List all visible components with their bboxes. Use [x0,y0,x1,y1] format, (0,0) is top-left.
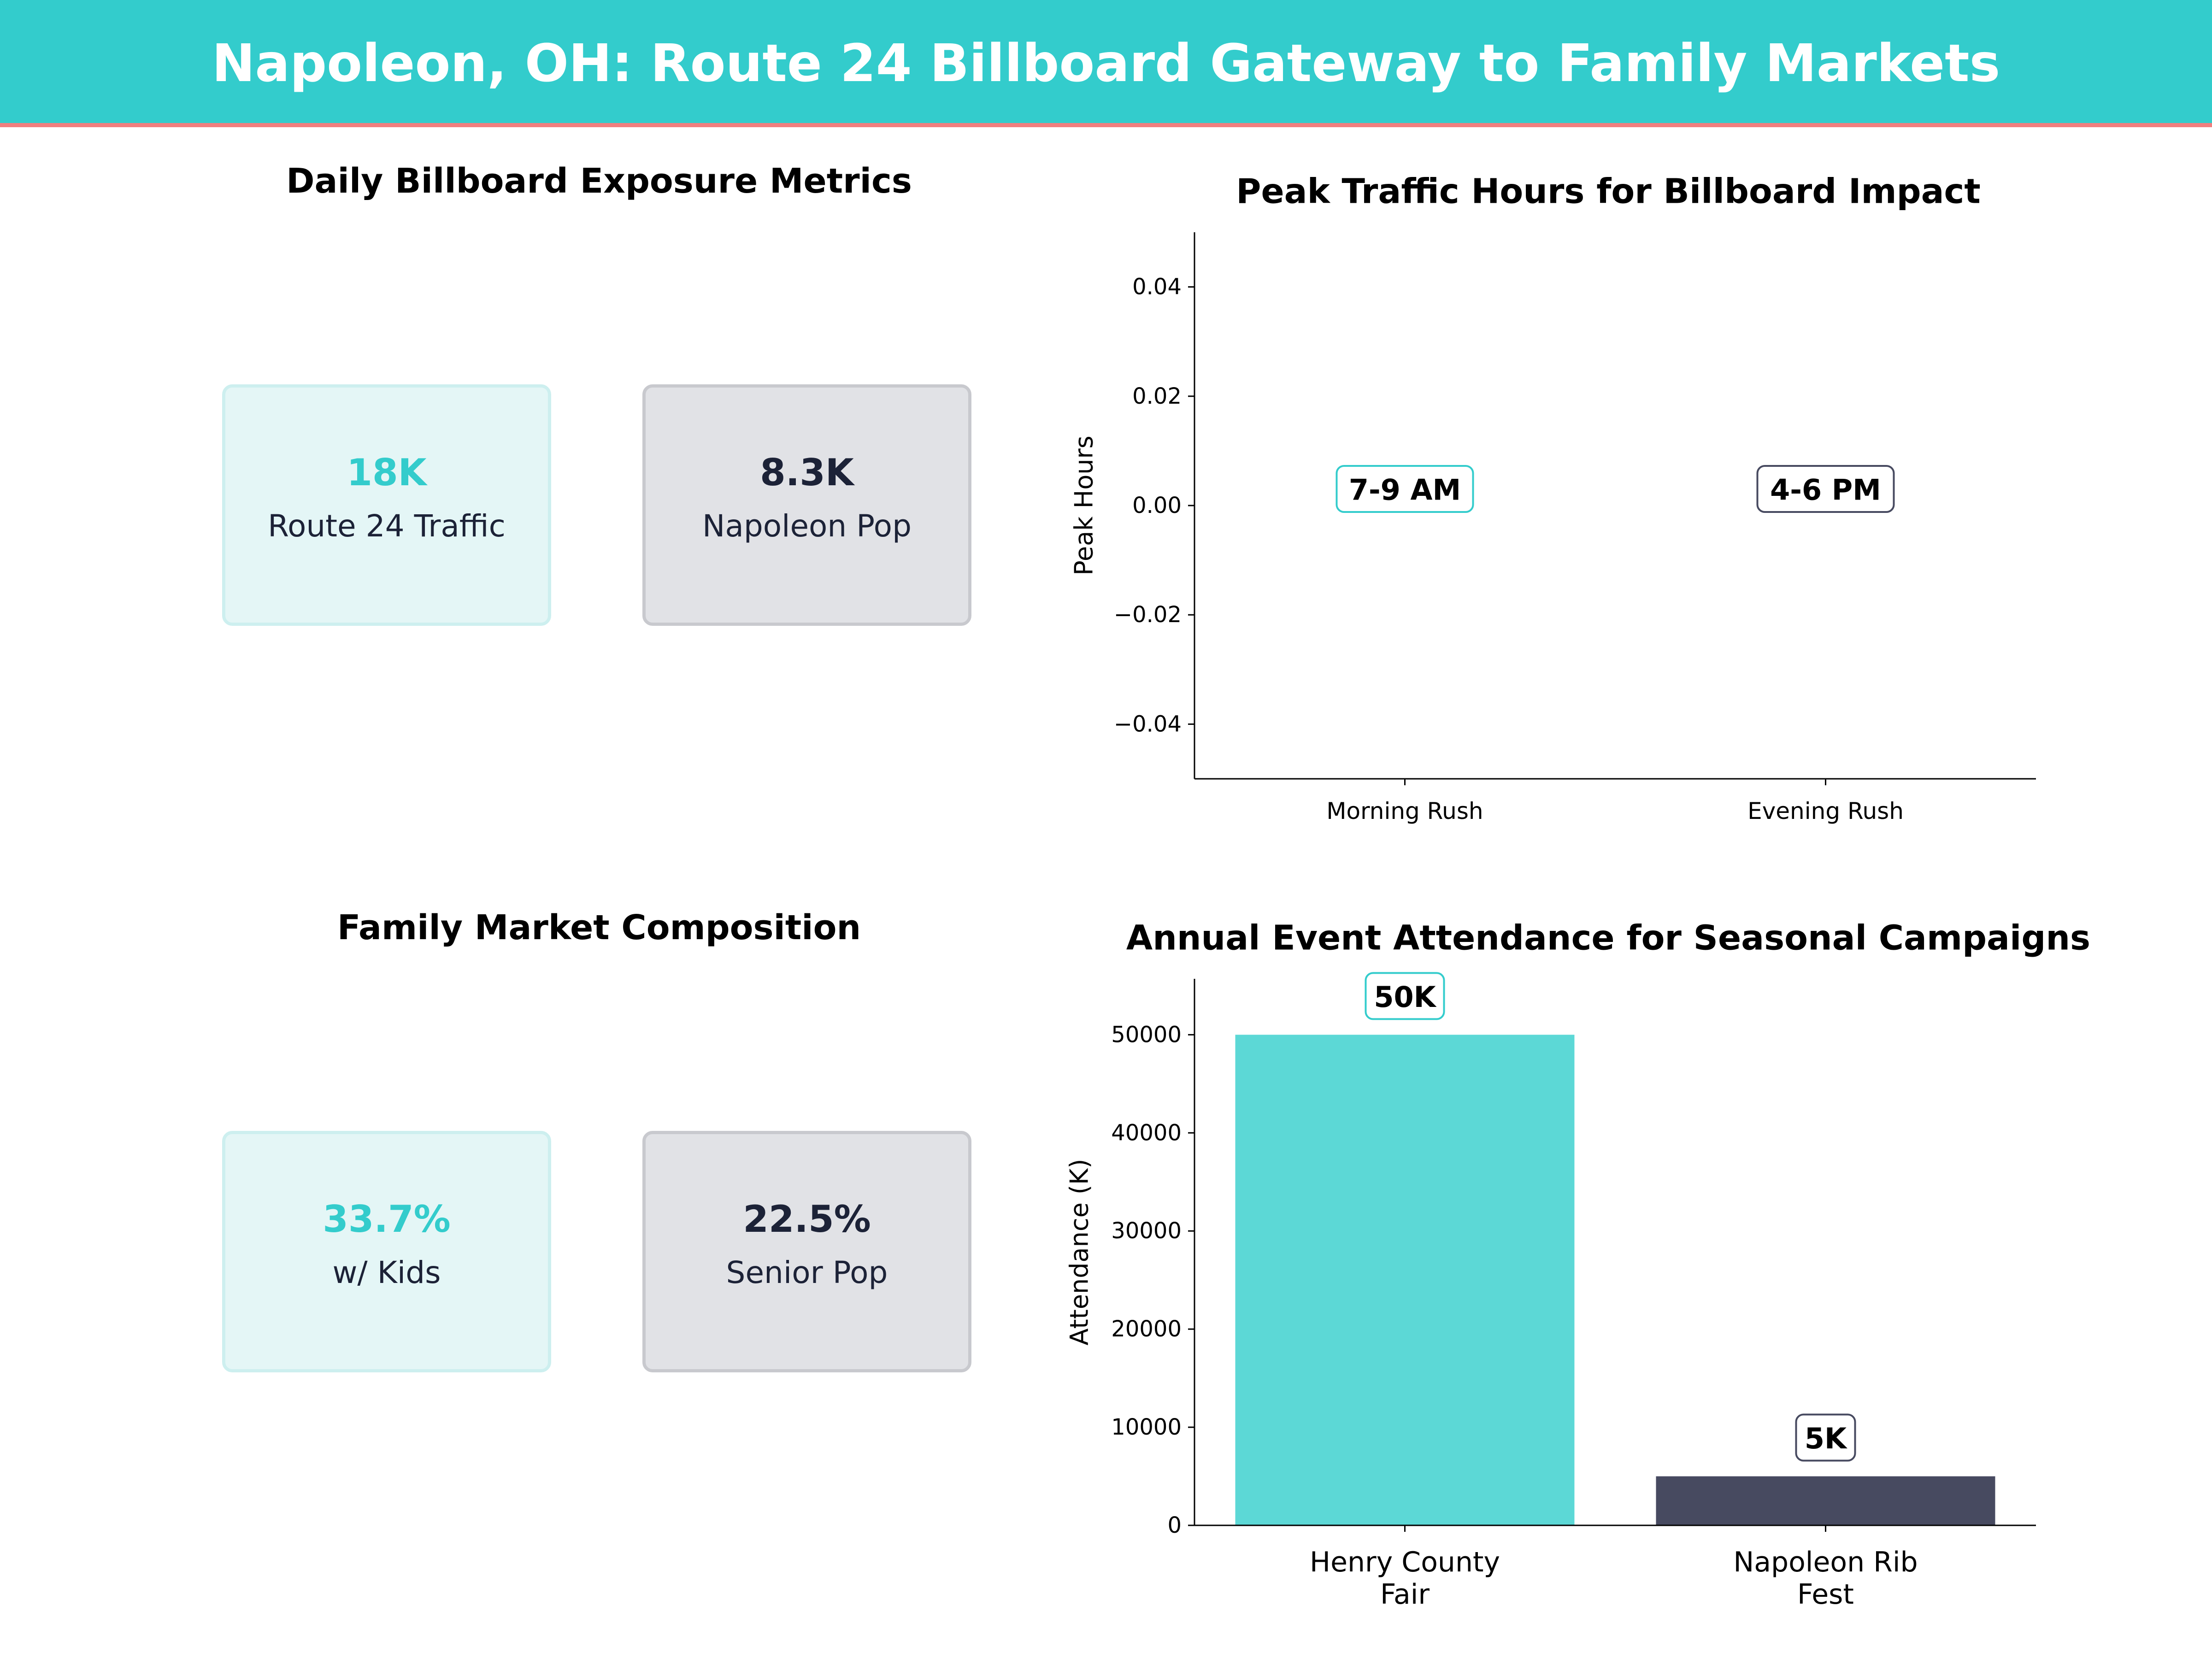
data-label: 5K [1805,1422,1847,1455]
y-tick-label: 30000 [1111,1218,1182,1244]
bar [1235,1035,1575,1525]
chart-title: Peak Traffic Hours for Billboard Impact [1236,172,1981,212]
kpi-label: Napoleon Pop [702,508,912,544]
y-tick-label: 20000 [1111,1316,1182,1342]
y-axis-label: Peak Hours [1070,435,1099,576]
kpi-value: 22.5% [743,1198,871,1241]
page-title: Napoleon, OH: Route 24 Billboard Gateway… [212,34,2000,94]
bar [1656,1476,1995,1525]
data-label: 4-6 PM [1770,473,1881,507]
kpi-label: Route 24 Traffic [268,508,506,544]
y-tick-label: 0.04 [1132,274,1182,300]
chart-0: Peak Traffic Hours for Billboard Impact −… [1070,172,2036,824]
y-axis-label: Attendance (K) [1065,1159,1094,1346]
kpi-card-senior-pop: 22.5% Senior Pop [642,1131,971,1372]
chart-title: Annual Event Attendance for Seasonal Cam… [1126,918,2090,958]
y-tick-label: 10000 [1111,1414,1182,1440]
kpi-card-napoleon-pop: 8.3K Napoleon Pop [642,384,971,626]
data-label: 50K [1374,980,1436,1014]
y-tick-label: 50000 [1111,1022,1182,1047]
data-label-box [1335,465,1474,513]
family-section-title: Family Market Composition [337,908,861,947]
kpi-label: w/ Kids [332,1255,441,1290]
y-tick-label: −0.02 [1114,602,1182,628]
kpi-card-with-kids: 33.7% w/ Kids [222,1131,551,1372]
y-tick-label: 40000 [1111,1120,1182,1146]
y-tick-label: 0.02 [1132,383,1182,409]
y-tick-label: 0.00 [1132,493,1182,518]
kpi-value: 8.3K [760,451,854,494]
chart-1: Annual Event Attendance for Seasonal Cam… [1065,918,2091,1611]
header-banner: Napoleon, OH: Route 24 Billboard Gateway… [0,0,2212,127]
data-label-box [1365,972,1445,1020]
x-tick-label: Fest [1797,1578,1854,1611]
data-label: 7-9 AM [1349,473,1461,507]
data-label-box [1756,465,1895,513]
kpi-value: 18K [347,451,427,494]
y-tick-label: 0 [1167,1512,1182,1538]
x-tick-label: Morning Rush [1326,798,1483,824]
kpi-card-route-traffic: 18K Route 24 Traffic [222,384,551,626]
x-tick-label: Henry County [1310,1546,1500,1578]
exposure-section-title: Daily Billboard Exposure Metrics [286,161,912,201]
y-tick-label: −0.04 [1114,711,1182,737]
x-tick-label: Evening Rush [1747,798,1904,824]
kpi-value: 33.7% [323,1198,451,1241]
x-tick-label: Fair [1380,1578,1430,1611]
x-tick-label: Napoleon Rib [1733,1546,1918,1578]
kpi-label: Senior Pop [726,1255,888,1290]
data-label-box [1795,1413,1856,1462]
